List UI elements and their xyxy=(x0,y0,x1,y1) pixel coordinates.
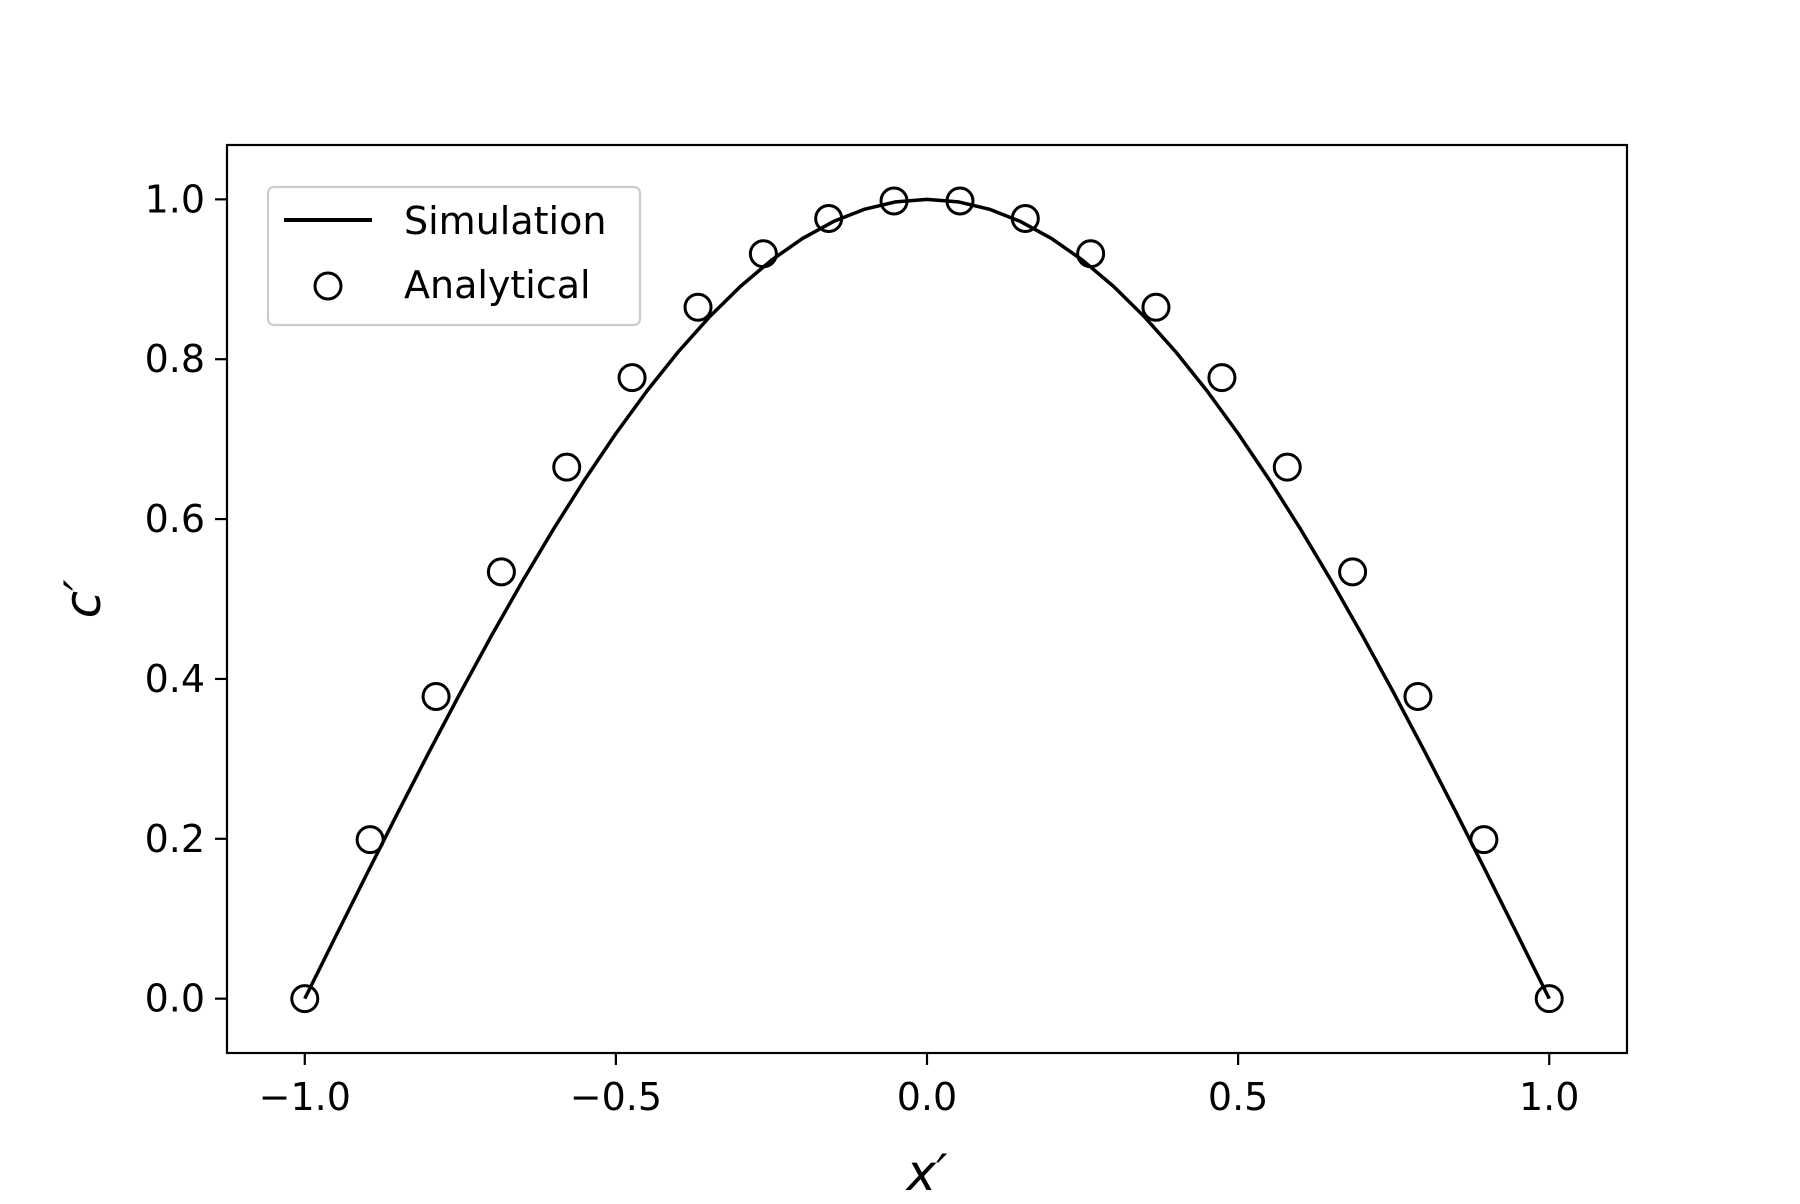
analytical-data-point xyxy=(879,186,909,216)
analytical-data-point xyxy=(683,292,713,322)
analytical-data-point xyxy=(1272,452,1302,482)
analytical-data-point xyxy=(814,204,844,234)
legend: Simulation Analytical xyxy=(266,185,642,327)
analytical-data-point xyxy=(552,452,582,482)
analytical-data-point xyxy=(1076,239,1106,269)
analytical-data-point xyxy=(1010,204,1040,234)
y-tick-label: 0.2 xyxy=(145,817,205,861)
x-tick-label: −0.5 xyxy=(570,1075,662,1119)
analytical-data-point xyxy=(290,984,320,1014)
y-axis-label: c′ xyxy=(54,579,112,618)
analytical-data-point xyxy=(355,825,385,855)
analytical-data-point xyxy=(1338,557,1368,587)
analytical-data-point xyxy=(1469,825,1499,855)
analytical-data-point xyxy=(1534,984,1564,1014)
analytical-data-point xyxy=(1403,682,1433,712)
y-tick-label: 0.0 xyxy=(145,977,205,1021)
analytical-data-point xyxy=(421,682,451,712)
y-tick-label: 0.4 xyxy=(145,657,205,701)
x-tick-label: 0.0 xyxy=(897,1075,957,1119)
x-axis-ticks: −1.0 −0.5 0.0 0.5 1.0 xyxy=(259,1053,1579,1119)
x-tick-label: 0.5 xyxy=(1208,1075,1268,1119)
x-axis-label: x′ xyxy=(905,1144,949,1200)
simulation-series-line xyxy=(303,197,1551,1000)
y-tick-label: 0.6 xyxy=(145,497,205,541)
legend-label-simulation: Simulation xyxy=(404,199,606,243)
y-axis-ticks: 0.0 0.2 0.4 0.6 0.8 1.0 xyxy=(145,177,227,1021)
analytical-data-point xyxy=(1207,363,1237,393)
plot-content xyxy=(290,186,1564,1014)
analytical-data-point xyxy=(1141,292,1171,322)
analytical-data-point xyxy=(748,239,778,269)
y-tick-label: 0.8 xyxy=(145,337,205,381)
x-tick-label: 1.0 xyxy=(1519,1075,1579,1119)
legend-label-analytical: Analytical xyxy=(404,263,591,307)
analytical-data-point xyxy=(617,363,647,393)
legend-marker-swatch xyxy=(313,271,343,301)
y-tick-label: 1.0 xyxy=(145,177,205,221)
analytical-data-point xyxy=(486,557,516,587)
x-tick-label: −1.0 xyxy=(259,1075,351,1119)
analytical-data-point xyxy=(945,186,975,216)
plot-frame xyxy=(225,143,1629,1055)
